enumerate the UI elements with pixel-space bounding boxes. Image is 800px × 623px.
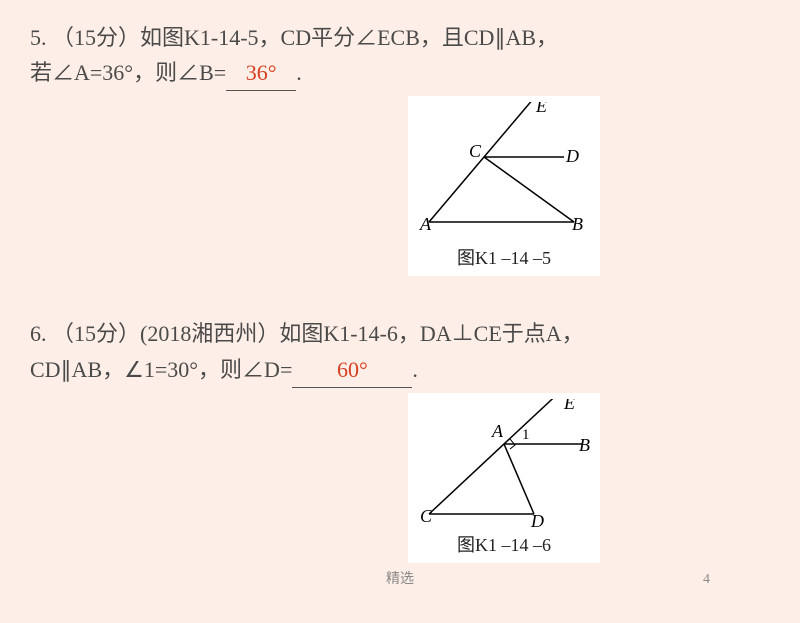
p6-answer: 60° bbox=[337, 357, 368, 382]
p5-line2-pre: 若∠A=36°，则∠B= bbox=[30, 60, 226, 85]
fig6-label-B: B bbox=[579, 435, 590, 455]
fig5-label-B: B bbox=[572, 214, 583, 234]
fig6-label-D: D bbox=[530, 511, 544, 529]
p6-line1: 6. （15分）(2018湘西州）如图K1-14-6，DA⊥CE于点A， bbox=[30, 321, 584, 346]
problem-5-text: 5. （15分）如图K1-14-5，CD平分∠ECB，且CD∥AB， 若∠A=3… bbox=[30, 20, 770, 91]
figure-5-caption: 图K1 –14 –5 bbox=[414, 244, 594, 270]
figure-6-svg: C D A B E 1 bbox=[414, 399, 594, 529]
fig5-label-A: A bbox=[419, 214, 432, 234]
page-content: 5. （15分）如图K1-14-5，CD平分∠ECB，且CD∥AB， 若∠A=3… bbox=[0, 0, 800, 623]
p6-line2-post: . bbox=[412, 357, 418, 382]
fig6-label-E: E bbox=[563, 399, 575, 413]
problem-6-text: 6. （15分）(2018湘西州）如图K1-14-6，DA⊥CE于点A， CD∥… bbox=[30, 316, 770, 387]
fig6-label-1: 1 bbox=[522, 427, 530, 443]
fig5-label-E: E bbox=[535, 102, 547, 116]
p5-answer: 36° bbox=[246, 60, 277, 85]
fig6-label-A: A bbox=[491, 421, 504, 441]
p6-line2-pre: CD∥AB，∠1=30°，则∠D= bbox=[30, 357, 292, 382]
figure-5-box: A B C D E 图K1 –14 –5 bbox=[408, 96, 600, 276]
figure-6-caption: 图K1 –14 –6 bbox=[414, 531, 594, 557]
problem-5: 5. （15分）如图K1-14-5，CD平分∠ECB，且CD∥AB， 若∠A=3… bbox=[30, 20, 770, 276]
fig5-label-C: C bbox=[469, 141, 482, 161]
p5-blank: 36° bbox=[226, 55, 296, 91]
problem-6: 6. （15分）(2018湘西州）如图K1-14-6，DA⊥CE于点A， CD∥… bbox=[30, 316, 770, 562]
fig5-label-D: D bbox=[565, 146, 579, 166]
figure-5-svg: A B C D E bbox=[414, 102, 594, 242]
footer-text: 精选 bbox=[0, 568, 800, 588]
p5-line1: 5. （15分）如图K1-14-5，CD平分∠ECB，且CD∥AB， bbox=[30, 25, 558, 50]
fig6-label-C: C bbox=[420, 506, 433, 526]
page-number: 4 bbox=[703, 572, 710, 588]
figure-6-container: C D A B E 1 图K1 –14 –6 bbox=[30, 393, 770, 563]
figure-6-box: C D A B E 1 图K1 –14 –6 bbox=[408, 393, 600, 563]
figure-5-container: A B C D E 图K1 –14 –5 bbox=[30, 96, 770, 276]
p5-line2-post: . bbox=[296, 60, 302, 85]
p6-blank: 60° bbox=[292, 352, 412, 388]
